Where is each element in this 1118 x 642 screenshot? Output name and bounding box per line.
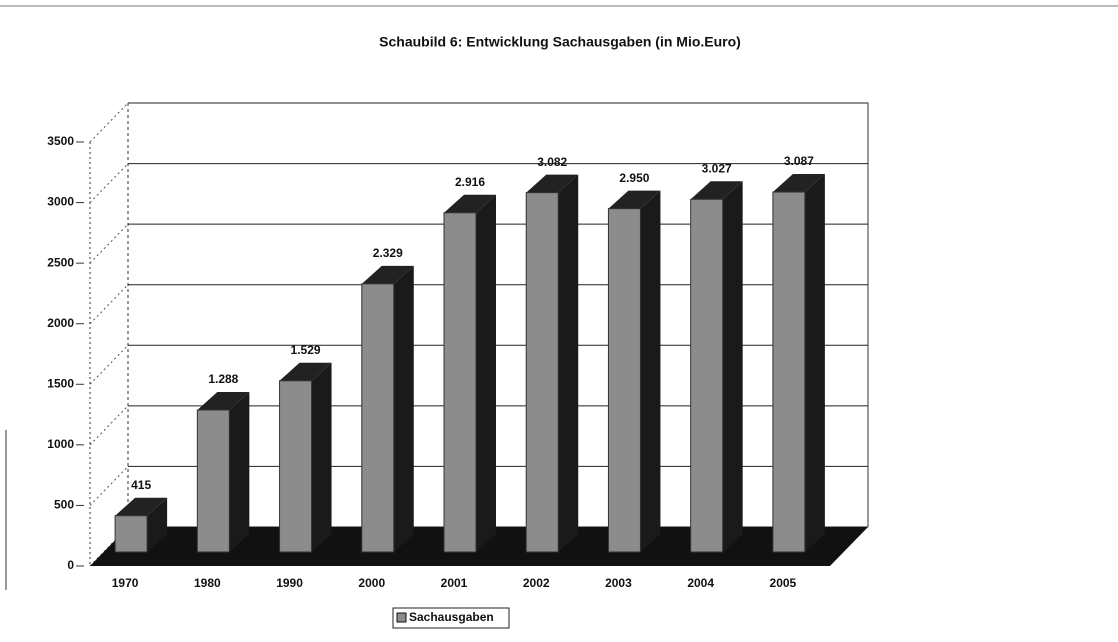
grid-line-side [89, 102, 129, 143]
y-tick-label: 1000 [47, 437, 74, 451]
bar-top [690, 181, 743, 200]
x-tick-label: 2005 [770, 576, 797, 590]
value-label: 2.329 [373, 246, 403, 260]
bar-top [197, 391, 250, 410]
grid-line-side [89, 284, 129, 325]
value-label: 415 [131, 478, 151, 492]
x-tick-label: 1980 [194, 576, 221, 590]
y-tick-label: 500 [54, 498, 74, 512]
value-label: 2.950 [619, 171, 649, 185]
bar-side [229, 391, 250, 552]
x-tick-label: 1990 [276, 576, 303, 590]
legend [392, 607, 510, 629]
y-tick-label: 3000 [47, 195, 74, 209]
legend-label: Sachausgaben [409, 610, 494, 624]
bar [772, 191, 806, 553]
bar [361, 283, 395, 553]
bar [114, 515, 148, 553]
value-label: 3.087 [784, 154, 814, 168]
grid-line-side [89, 223, 129, 264]
bar [525, 192, 559, 553]
value-label: 1.288 [208, 372, 238, 386]
bar-side [558, 174, 579, 553]
bar-top [361, 265, 414, 284]
bar-side [722, 181, 743, 552]
bar-side [311, 362, 332, 552]
bar-top [526, 174, 579, 193]
bar-top [772, 174, 825, 193]
grid-line-side [89, 405, 129, 446]
x-tick-label: 2002 [523, 576, 550, 590]
bar-top [115, 497, 168, 516]
value-label: 3.027 [702, 161, 732, 175]
bar [279, 380, 313, 553]
bar-side [476, 194, 496, 552]
value-label: 3.082 [537, 155, 567, 169]
grid-line-side [89, 466, 129, 506]
y-tick-label: 0 [67, 558, 74, 572]
y-tick-label: 2000 [47, 316, 74, 330]
bar-top [608, 190, 661, 209]
bar-side [147, 497, 168, 552]
x-tick-label: 2000 [358, 576, 385, 590]
bar [690, 198, 724, 553]
value-label: 2.916 [455, 175, 485, 189]
grid-line-side [89, 344, 129, 385]
x-tick-label: 1970 [112, 576, 139, 590]
y-tick-label: 1500 [47, 376, 74, 390]
bar-top [444, 194, 496, 213]
grid-line-side [89, 163, 129, 203]
x-tick-label: 2001 [441, 576, 468, 590]
y-tick-label: 2500 [47, 255, 74, 269]
chart-title: Schaubild 6: Entwicklung Sachausgaben (i… [379, 34, 741, 50]
y-tick-label: 3500 [47, 134, 74, 148]
bar-side [640, 190, 661, 552]
bar-side [804, 174, 825, 553]
x-tick-label: 2003 [605, 576, 632, 590]
value-label: 1.529 [291, 343, 321, 357]
bar [443, 212, 477, 553]
bar [607, 208, 641, 553]
bar [196, 409, 230, 553]
x-tick-label: 2004 [687, 576, 714, 590]
bar-top [279, 362, 332, 381]
legend-swatch [396, 612, 407, 623]
bar-side [393, 265, 414, 552]
